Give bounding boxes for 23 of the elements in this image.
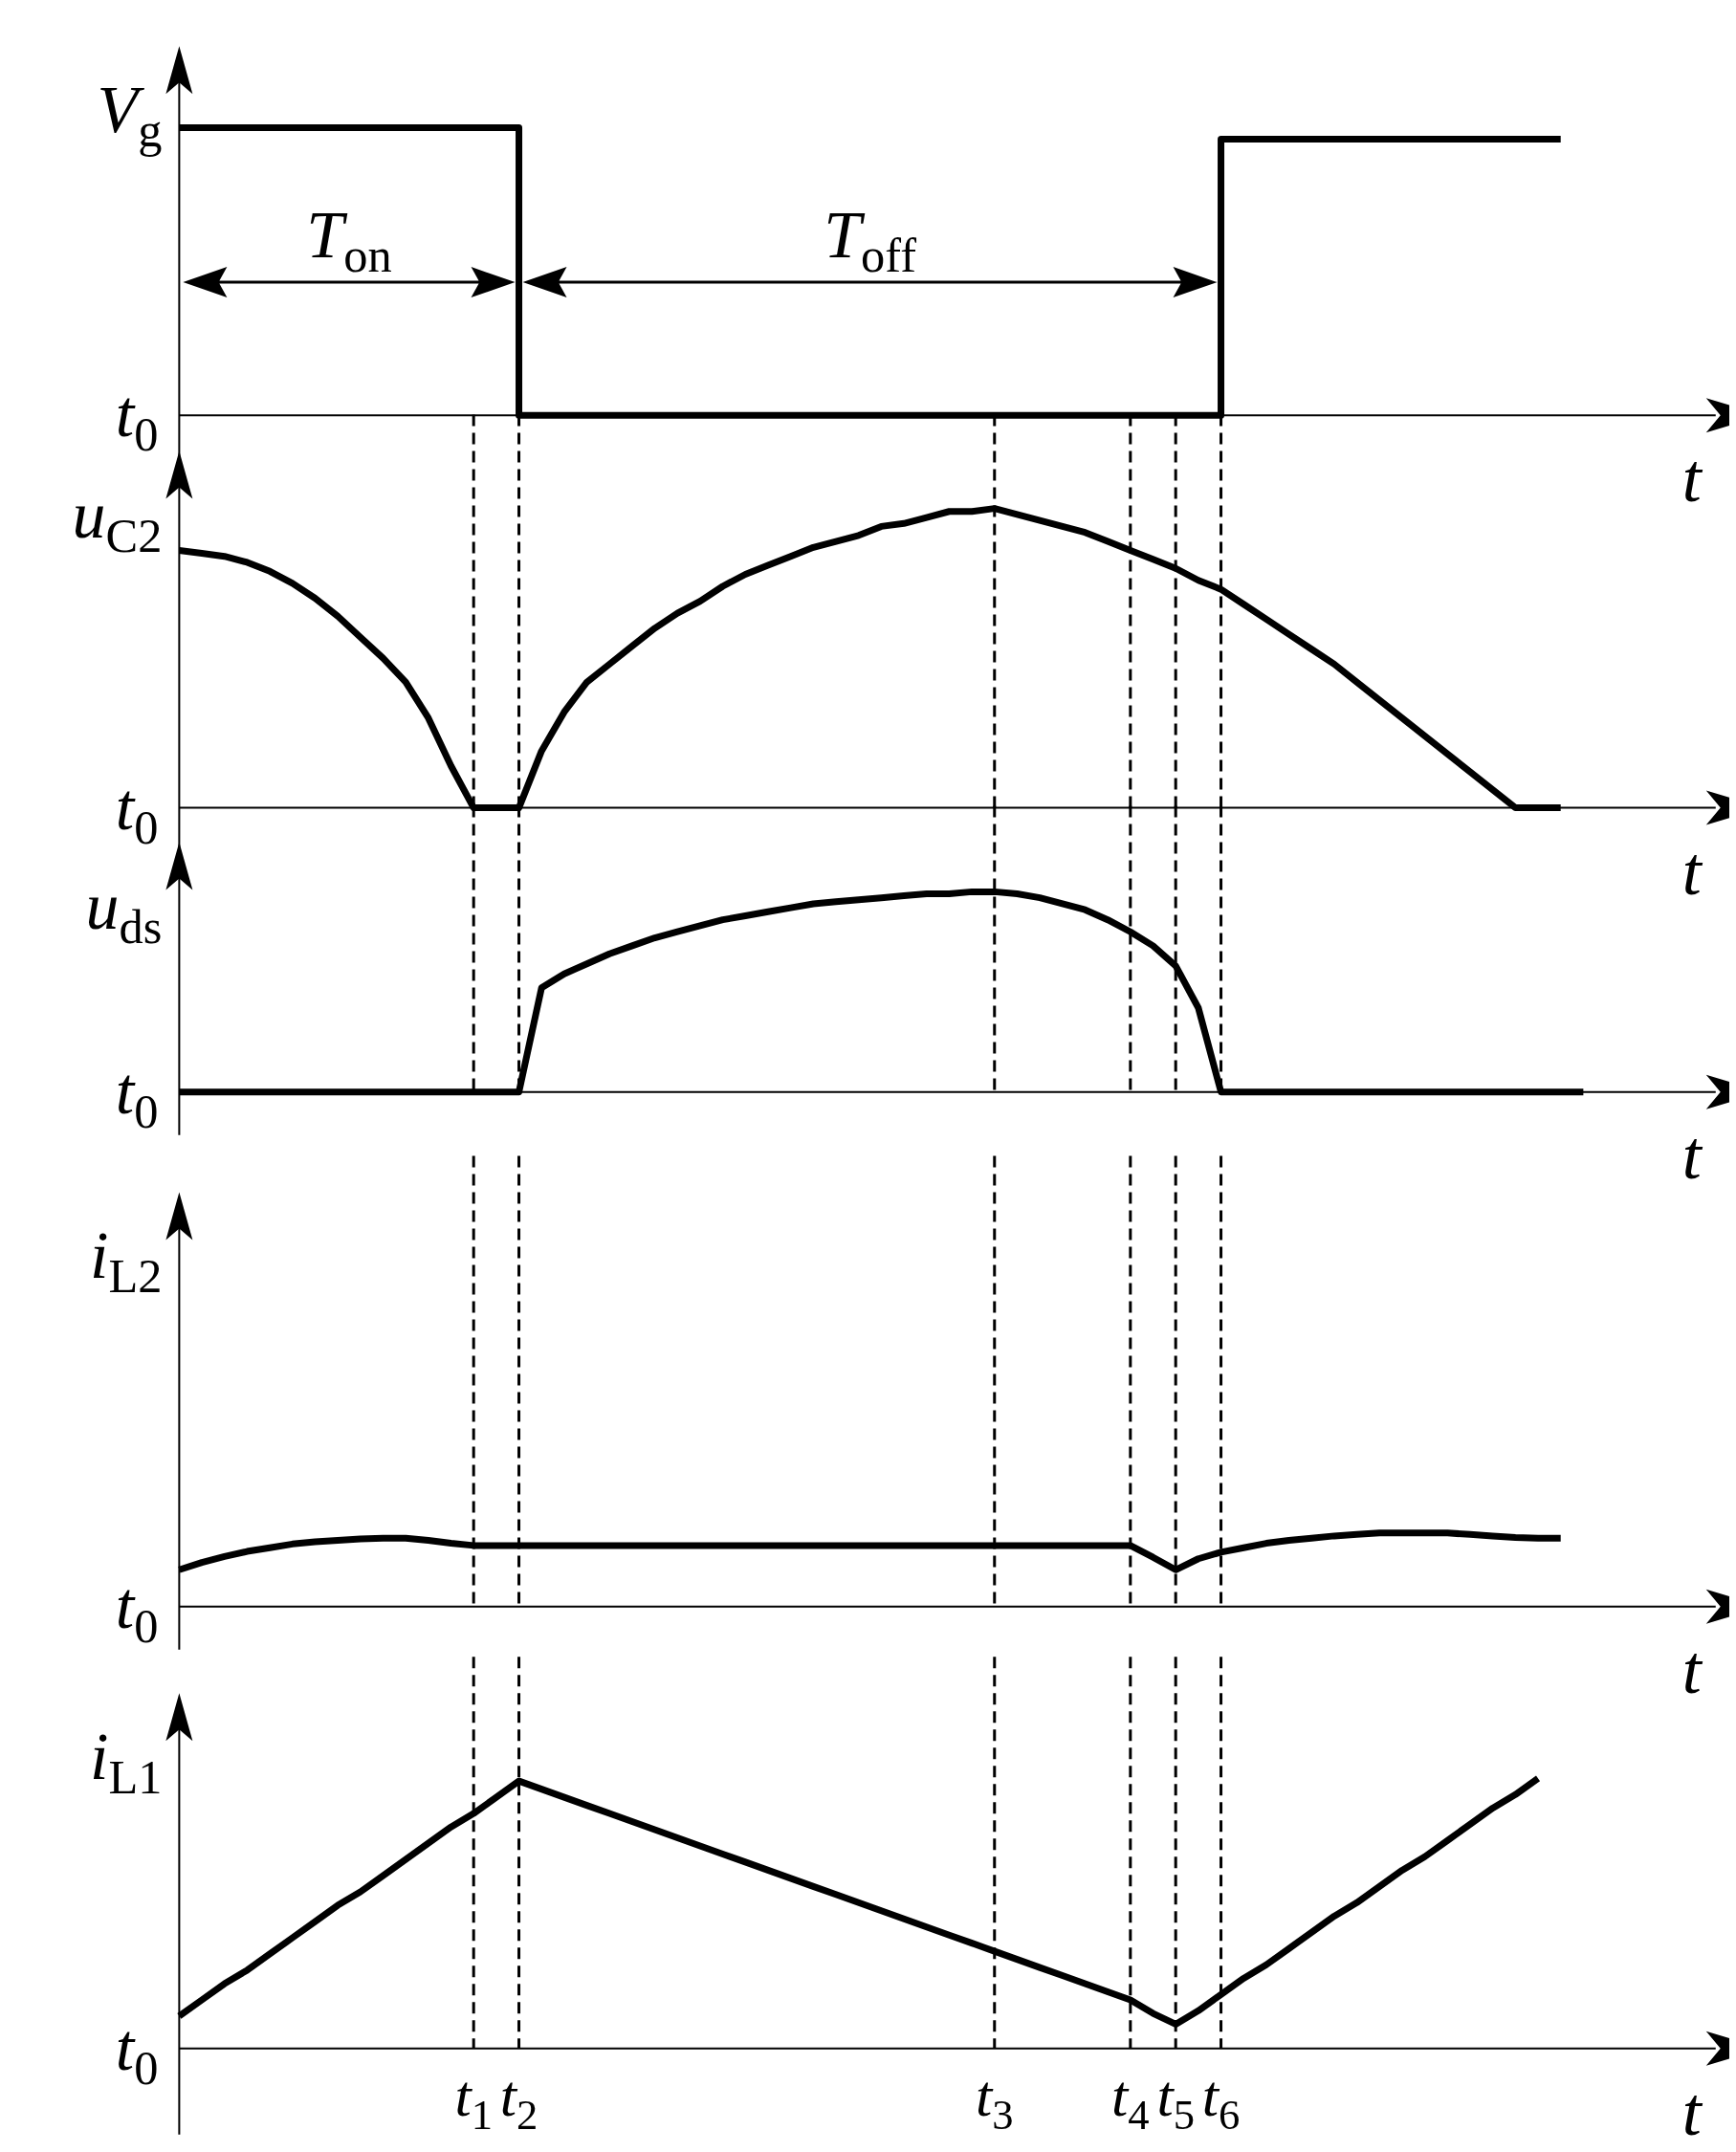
text: t$_{0}$ [115, 377, 159, 462]
text: t$_{0}$ [115, 769, 159, 854]
annotation: T$_{on}$ [306, 197, 392, 282]
x-axis-title: t [1681, 2073, 1703, 2150]
x-tick-label: t$_{5}$ [1156, 2062, 1195, 2139]
text: t$_{0}$ [115, 1568, 159, 1653]
x-tick-label: t$_{6}$ [1201, 2062, 1241, 2139]
x-axis-title: t [1681, 440, 1703, 517]
y-axis-title: u$_{ds}$ [85, 868, 163, 954]
text: t$_{0}$ [115, 2009, 159, 2095]
x-tick-label: t$_{4}$ [1111, 2062, 1150, 2139]
x-axis-title: t [1681, 1631, 1703, 1708]
y-axis-title: i$_{L2}$ [89, 1219, 163, 1304]
text: t$_{0}$ [115, 1053, 159, 1138]
x-tick-label: t$_{1}$ [454, 2062, 493, 2139]
x-tick-label: t$_{3}$ [975, 2062, 1014, 2139]
annotation: T$_{off}$ [824, 197, 917, 282]
x-axis-title: t [1681, 1116, 1703, 1194]
x-axis-title: t [1681, 832, 1703, 910]
y-axis-title: u$_{C2}$ [72, 477, 163, 562]
y-axis-title: V$_{g}$ [97, 73, 163, 158]
y-axis-title: i$_{L1}$ [89, 1720, 163, 1805]
x-tick-label: t$_{2}$ [499, 2062, 538, 2139]
